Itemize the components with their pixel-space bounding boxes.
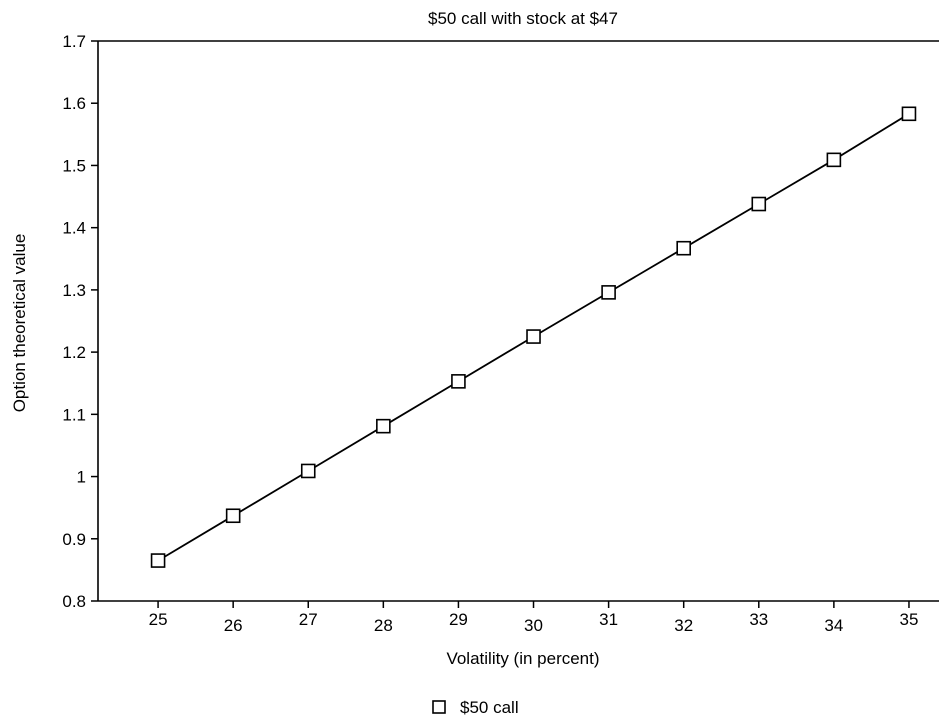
x-tick-label: 32 [674,616,693,635]
x-tick-label: 29 [449,610,468,629]
data-point-marker [751,196,767,212]
x-tick-label: 33 [749,610,768,629]
data-point-marker [676,240,691,256]
y-ticks: 0.8 0.9 1 1.1 1.2 1.3 1.4 1.5 1.6 1.7 [62,32,98,611]
y-tick-label: 1 [77,468,86,487]
y-tick-label: 0.9 [62,530,86,549]
data-point-marker [150,553,166,568]
y-tick-label: 0.8 [62,592,86,611]
x-tick-label: 30 [524,616,543,635]
data-point-marker [300,463,316,479]
y-tick-label: 1.6 [62,94,86,113]
plot-frame [97,40,939,602]
legend-label: $50 call [460,698,519,717]
x-tick-label: 34 [824,616,843,635]
series-markers [150,106,917,568]
y-tick-label: 1.1 [62,405,86,424]
x-tick-label: 35 [900,610,919,629]
x-tick-label: 27 [299,610,318,629]
legend-marker-open-square [432,700,446,714]
x-axis-label: Volatility (in percent) [446,649,599,668]
x-tick-label: 25 [149,610,168,629]
x-tick-label: 31 [599,610,618,629]
y-axis-label: Option theoretical value [10,234,29,413]
y-tick-label: 1.3 [62,281,86,300]
data-point-marker [376,418,391,434]
data-point-marker [901,106,917,122]
y-tick-label: 1.5 [62,156,86,175]
x-tick-label: 28 [374,616,393,635]
data-point-marker [526,329,541,344]
data-point-marker [826,152,842,168]
x-ticks: 25 26 27 28 29 30 31 32 33 34 35 [149,601,919,635]
data-point-marker [601,285,616,300]
legend: $50 call [432,698,519,717]
data-point-marker [225,508,241,524]
data-point-marker [451,374,466,389]
x-tick-label: 26 [224,616,243,635]
y-tick-label: 1.4 [62,219,86,238]
chart-title: $50 call with stock at $47 [428,9,618,28]
y-tick-label: 1.2 [62,343,86,362]
y-tick-label: 1.7 [62,32,86,51]
